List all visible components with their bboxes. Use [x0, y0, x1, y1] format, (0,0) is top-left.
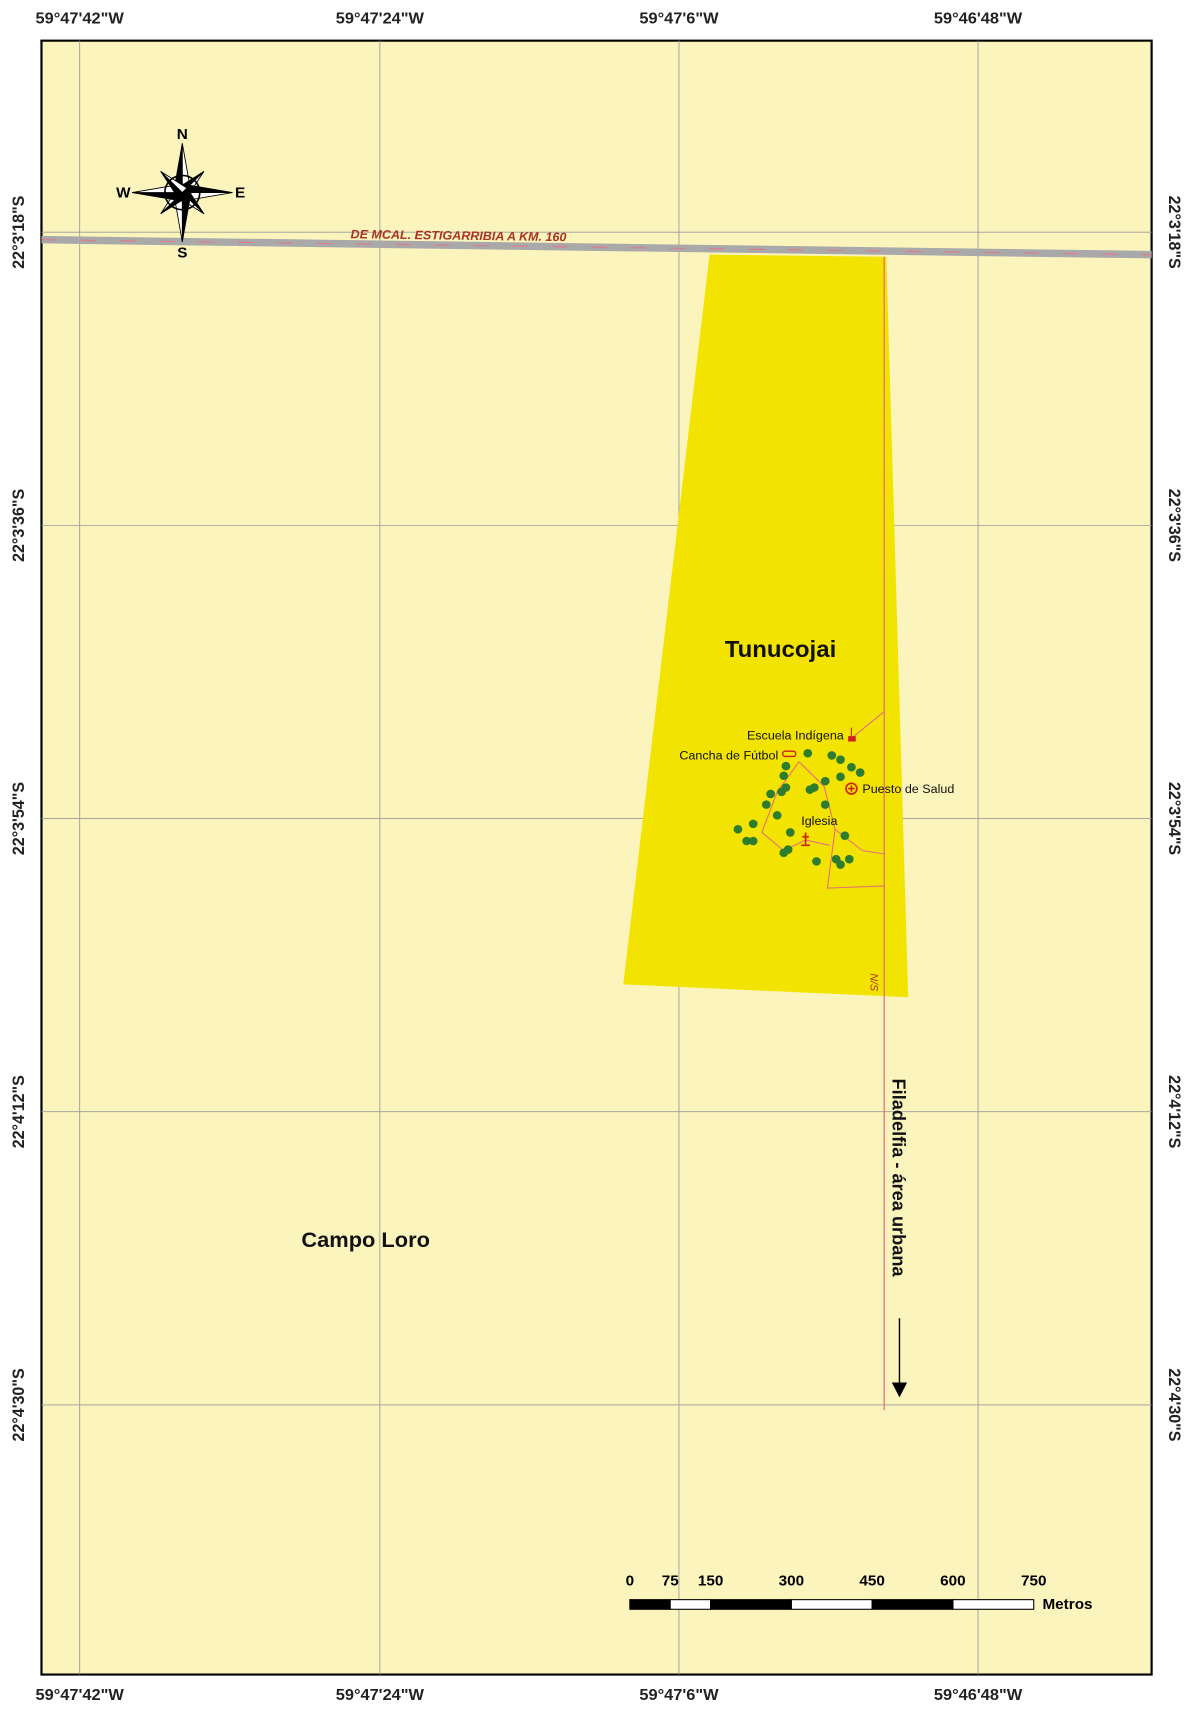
house — [836, 755, 845, 764]
latitude-label: 22°3'18"S — [1165, 196, 1183, 269]
map-frame — [40, 39, 1153, 1676]
health-icon-cross — [848, 785, 855, 792]
place-label: Tunucojai — [725, 636, 837, 663]
path — [761, 761, 830, 852]
house — [742, 836, 752, 846]
feature-label: Cancha de Fútbol — [679, 749, 778, 763]
latitude-label: 22°3'54"S — [1165, 782, 1183, 855]
house — [779, 848, 789, 858]
compass-rose — [132, 143, 233, 242]
scale-bar: 0 75 150 300 450 600 750 — [626, 1573, 1047, 1610]
house — [847, 762, 856, 772]
school-icon-body — [848, 736, 856, 742]
house — [781, 761, 791, 771]
longitude-label: 59°47'6"W — [639, 1686, 719, 1704]
latitude-label: 22°4'30"S — [1165, 1368, 1183, 1441]
compass-label: S — [177, 245, 187, 262]
house — [766, 789, 776, 799]
longitude-label: 59°47'24"W — [336, 10, 425, 28]
road-ref-label: N/S — [867, 973, 879, 992]
arrow-head — [891, 1382, 908, 1398]
feature-label: Puesto de Salud — [862, 782, 954, 796]
road-centerline — [41, 239, 1152, 256]
scale-tick-label: 600 — [940, 1573, 966, 1590]
football-field-icon — [781, 750, 797, 758]
latitude-label: 22°4'30"S — [10, 1368, 28, 1441]
scale-unit: Metros — [1042, 1596, 1092, 1613]
scale-tick-label: 75 — [662, 1573, 679, 1590]
health-icon — [845, 782, 858, 795]
house — [855, 768, 865, 777]
house — [820, 776, 830, 786]
house — [844, 854, 854, 864]
place-label: Filadelfia - área urbana — [888, 1079, 909, 1278]
scale-segment — [669, 1599, 712, 1610]
house — [733, 824, 743, 834]
compass-label: E — [235, 185, 245, 202]
scale-tick-label: 150 — [698, 1573, 724, 1590]
houses — [733, 749, 865, 869]
scale-tick-label: 0 — [626, 1573, 635, 1590]
scale-segment — [629, 1599, 671, 1610]
scale-segment — [871, 1599, 954, 1610]
feature-label: Escuela Indígena — [747, 729, 844, 743]
longitude-label: 59°47'42"W — [36, 10, 125, 28]
house — [772, 811, 782, 820]
latitude-label: 22°3'18"S — [10, 195, 28, 268]
house — [840, 831, 850, 840]
church-icon — [801, 832, 810, 847]
health-icon-ring — [845, 782, 858, 795]
latitude-label: 22°3'36"S — [10, 489, 28, 562]
compass-label: N — [177, 126, 188, 143]
feature-label: Iglesia — [801, 814, 837, 828]
latitude-label: 22°3'36"S — [1165, 489, 1183, 562]
compass-ring — [164, 174, 201, 211]
latitude-label: 22°3'54"S — [10, 782, 28, 855]
house — [812, 857, 821, 866]
scale-tick-label: 750 — [1021, 1573, 1047, 1590]
house — [781, 783, 791, 792]
house — [779, 771, 789, 781]
house — [820, 800, 830, 809]
school-icon — [848, 727, 856, 742]
house — [827, 751, 837, 760]
house — [761, 800, 771, 809]
latitude-label: 22°4'12"S — [10, 1075, 28, 1148]
longitude-label: 59°47'42"W — [36, 1686, 125, 1704]
house — [785, 828, 795, 837]
longitude-label: 59°46'48"W — [934, 1686, 1023, 1704]
longitude-label: 59°47'6"W — [639, 10, 719, 28]
place-label: Campo Loro — [301, 1227, 430, 1252]
house — [809, 783, 819, 792]
longitude-label: 59°47'24"W — [336, 1686, 425, 1704]
road-label: DE MCAL. ESTIGARRIBIA A KM. 160 — [350, 227, 566, 244]
tunucojai-area — [623, 254, 909, 998]
compass-point — [160, 171, 188, 194]
scale-tick-label: 300 — [779, 1573, 805, 1590]
scale-segment — [952, 1599, 1035, 1610]
house — [748, 819, 758, 829]
house — [836, 772, 845, 782]
path — [851, 711, 885, 739]
house — [748, 836, 758, 846]
house — [803, 749, 813, 758]
scale-tick-label: 450 — [859, 1573, 885, 1590]
compass-label: W — [116, 185, 131, 202]
longitude-label: 59°46'48"W — [934, 10, 1023, 28]
house — [836, 860, 845, 869]
scale-segment — [790, 1599, 873, 1610]
graticule: 59°47'42"W 59°47'42"W 59°47'24"W 59°47'24"W… — [10, 10, 1183, 1705]
church-icon-cross — [801, 832, 810, 847]
scale-segment — [710, 1599, 792, 1610]
latitude-label: 22°4'12"S — [1165, 1075, 1183, 1148]
